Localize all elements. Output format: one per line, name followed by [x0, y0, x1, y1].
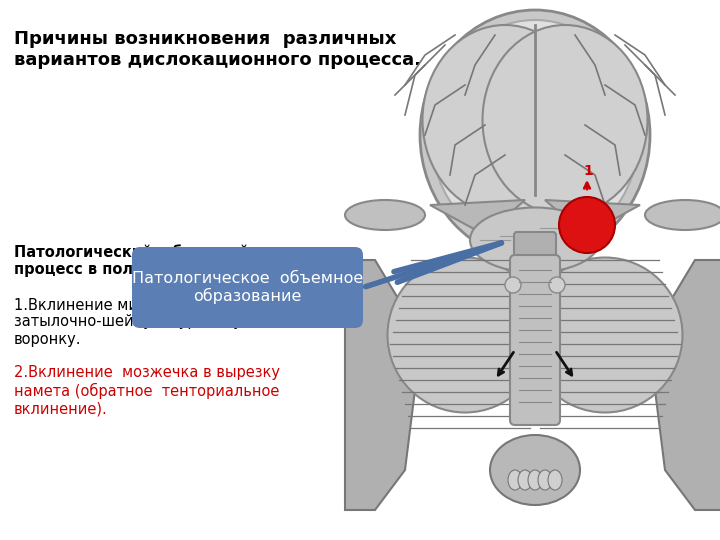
- Ellipse shape: [518, 470, 532, 490]
- Circle shape: [505, 277, 521, 293]
- Ellipse shape: [420, 10, 650, 260]
- Polygon shape: [430, 200, 525, 235]
- Ellipse shape: [490, 435, 580, 505]
- FancyBboxPatch shape: [510, 255, 560, 425]
- FancyBboxPatch shape: [132, 247, 363, 328]
- Ellipse shape: [470, 207, 600, 273]
- Ellipse shape: [431, 20, 639, 250]
- Polygon shape: [345, 260, 415, 510]
- Polygon shape: [545, 200, 640, 235]
- Polygon shape: [655, 260, 720, 510]
- Ellipse shape: [508, 470, 522, 490]
- FancyBboxPatch shape: [514, 232, 556, 278]
- Ellipse shape: [345, 200, 425, 230]
- Text: Патологический  объемный
процесс в полушарии мозжечка.: Патологический объемный процесс в полуша…: [14, 245, 294, 278]
- Ellipse shape: [645, 200, 720, 230]
- Ellipse shape: [528, 470, 542, 490]
- Ellipse shape: [387, 258, 542, 413]
- Text: 1.Вклинение миндаликов мозжечка в
затылочно-шейную дуральную
воронку.: 1.Вклинение миндаликов мозжечка в затыло…: [14, 297, 306, 347]
- Ellipse shape: [482, 25, 647, 215]
- Text: Причины возникновения  различных
вариантов дислокационного процесса.: Причины возникновения различных варианто…: [14, 30, 421, 69]
- Ellipse shape: [423, 25, 588, 215]
- FancyBboxPatch shape: [358, 7, 713, 272]
- Ellipse shape: [528, 258, 683, 413]
- Circle shape: [559, 197, 615, 253]
- FancyBboxPatch shape: [358, 277, 713, 535]
- Text: Патологическое  объемное
образование: Патологическое объемное образование: [132, 271, 363, 305]
- Text: 2.Вклинение  мозжечка в вырезку
намета (обратное  тенториальное
вклинение).: 2.Вклинение мозжечка в вырезку намета (о…: [14, 365, 280, 416]
- Ellipse shape: [548, 470, 562, 490]
- Circle shape: [549, 277, 565, 293]
- Ellipse shape: [538, 470, 552, 490]
- Text: 1: 1: [583, 164, 593, 178]
